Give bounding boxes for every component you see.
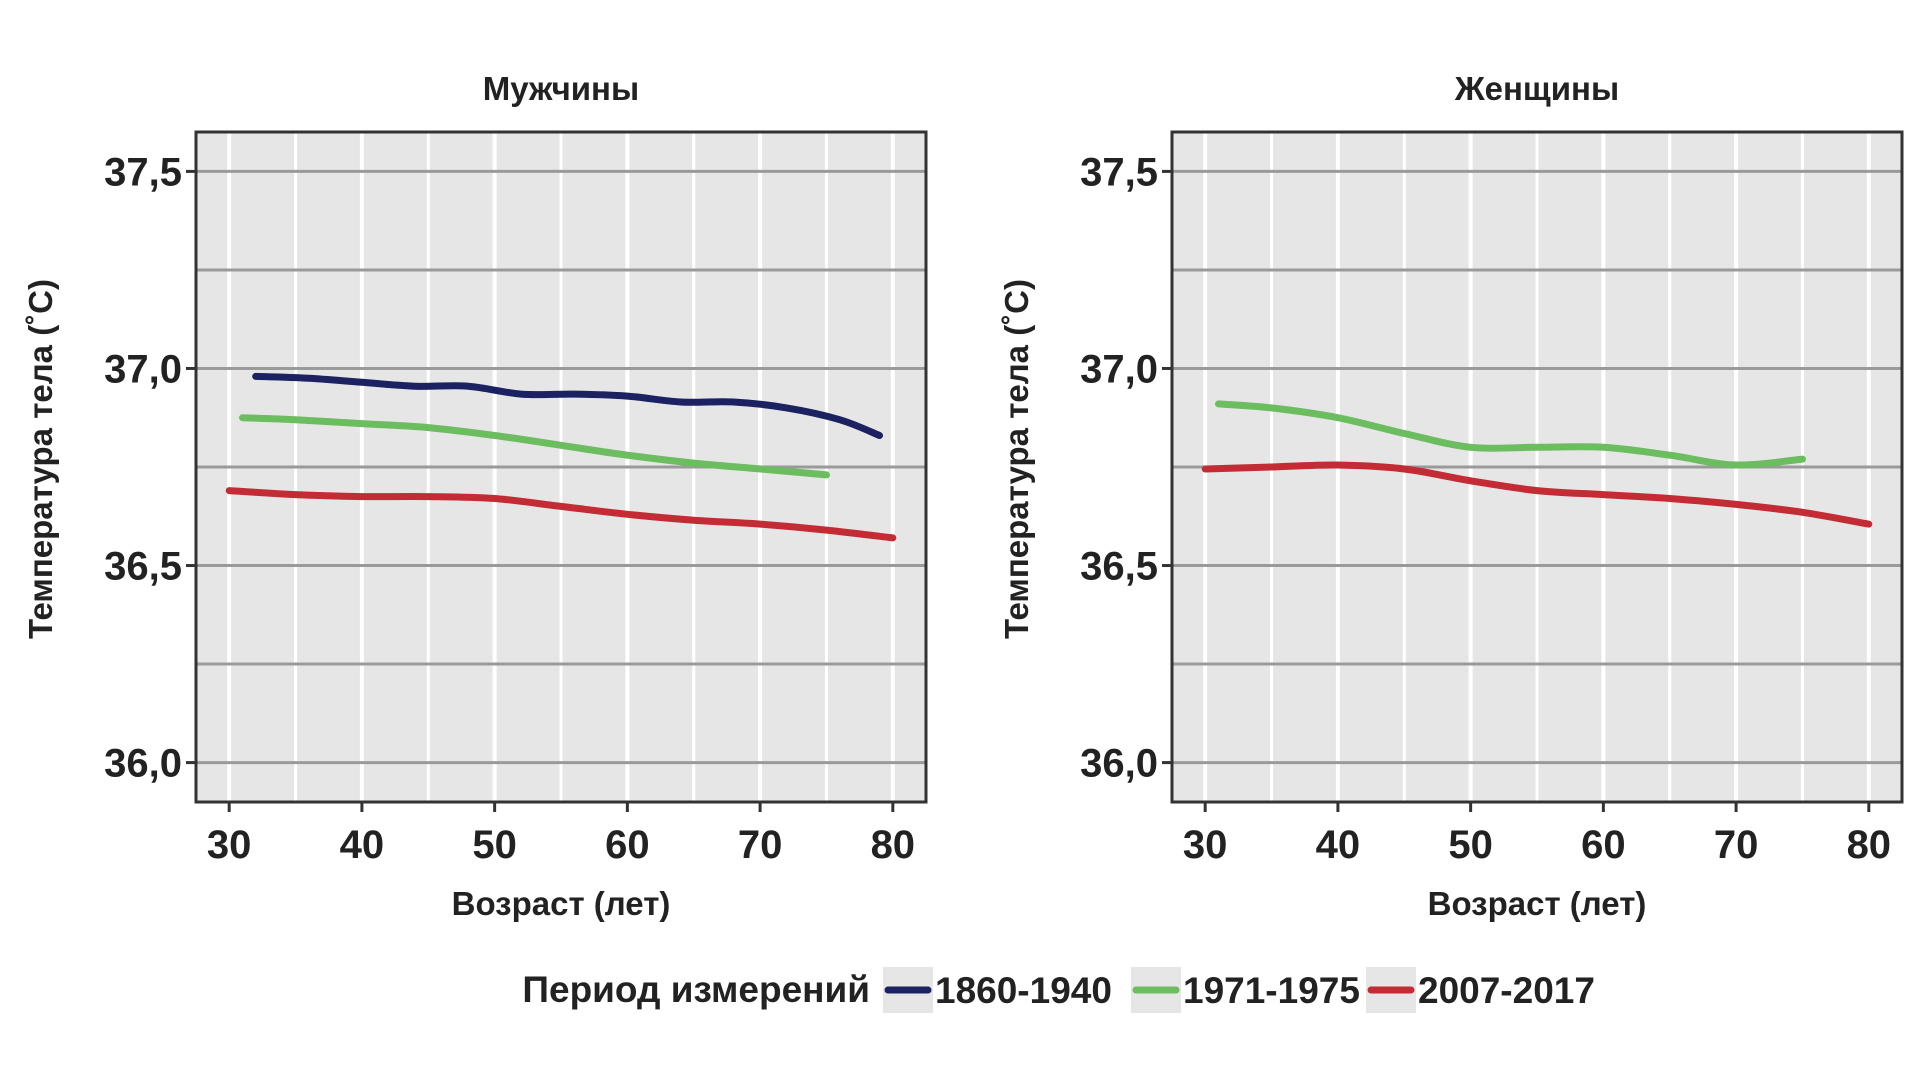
- women-xtick-label: 60: [1581, 823, 1626, 867]
- men-series-line-1860-1940: [252, 372, 883, 439]
- men-ytick-label: 37,5: [104, 150, 182, 194]
- women-xtick-label: 80: [1847, 823, 1892, 867]
- men-xtick-label: 40: [340, 823, 385, 867]
- men-series-line-2007-2017: [225, 487, 897, 542]
- men-panel: 36,0 36,5 37,0 37,5 30 40 50 60 70 80 Мужчины Возра…: [22, 70, 928, 922]
- women-panel-title: Женщины: [1454, 70, 1619, 107]
- legend-item-label: 2007-2017: [1418, 970, 1595, 1011]
- men-xtick-label: 80: [871, 823, 916, 867]
- men-x-axis-label: Возраст (лет): [452, 885, 671, 922]
- men-xtick-label: 30: [207, 823, 252, 867]
- women-ytick-label: 37,0: [1080, 347, 1158, 391]
- men-y-axis-label: Температура тела (˚C): [22, 279, 59, 639]
- men-ytick-label: 36,5: [104, 545, 182, 589]
- women-xtick-label: 30: [1183, 823, 1228, 867]
- legend-item-label: 1971-1975: [1183, 970, 1360, 1011]
- legend: Период измерений 1860-1940 1971-1975 2007-2…: [522, 967, 1595, 1013]
- women-x-axis-label: Возраст (лет): [1428, 885, 1647, 922]
- men-plot-frame: [194, 130, 928, 804]
- women-ytick-label: 37,5: [1080, 150, 1158, 194]
- legend-item-label: 1860-1940: [935, 970, 1112, 1011]
- women-xtick-label: 40: [1316, 823, 1361, 867]
- men-ytick-label: 37,0: [104, 347, 182, 391]
- women-ytick-label: 36,0: [1080, 742, 1158, 786]
- men-ytick-label: 36,0: [104, 742, 182, 786]
- women-ytick-label: 36,5: [1080, 545, 1158, 589]
- women-xtick-label: 50: [1448, 823, 1493, 867]
- women-plot-frame: [1170, 130, 1904, 804]
- women-series-line-1971-1975: [1215, 400, 1806, 469]
- men-panel-title: Мужчины: [483, 70, 639, 107]
- legend-title: Период измерений: [522, 969, 870, 1010]
- men-series-line-1971-1975: [239, 414, 830, 479]
- women-series-line-2007-2017: [1201, 461, 1873, 528]
- women-panel: 36,0 36,5 37,0 37,5 30 40 50 60 70 80 Женщины Возра…: [998, 70, 1904, 922]
- men-xtick-label: 50: [472, 823, 517, 867]
- women-xtick-label: 70: [1714, 823, 1759, 867]
- men-xtick-label: 70: [738, 823, 783, 867]
- women-y-axis-label: Температура тела (˚C): [998, 279, 1035, 639]
- men-xtick-label: 60: [605, 823, 650, 867]
